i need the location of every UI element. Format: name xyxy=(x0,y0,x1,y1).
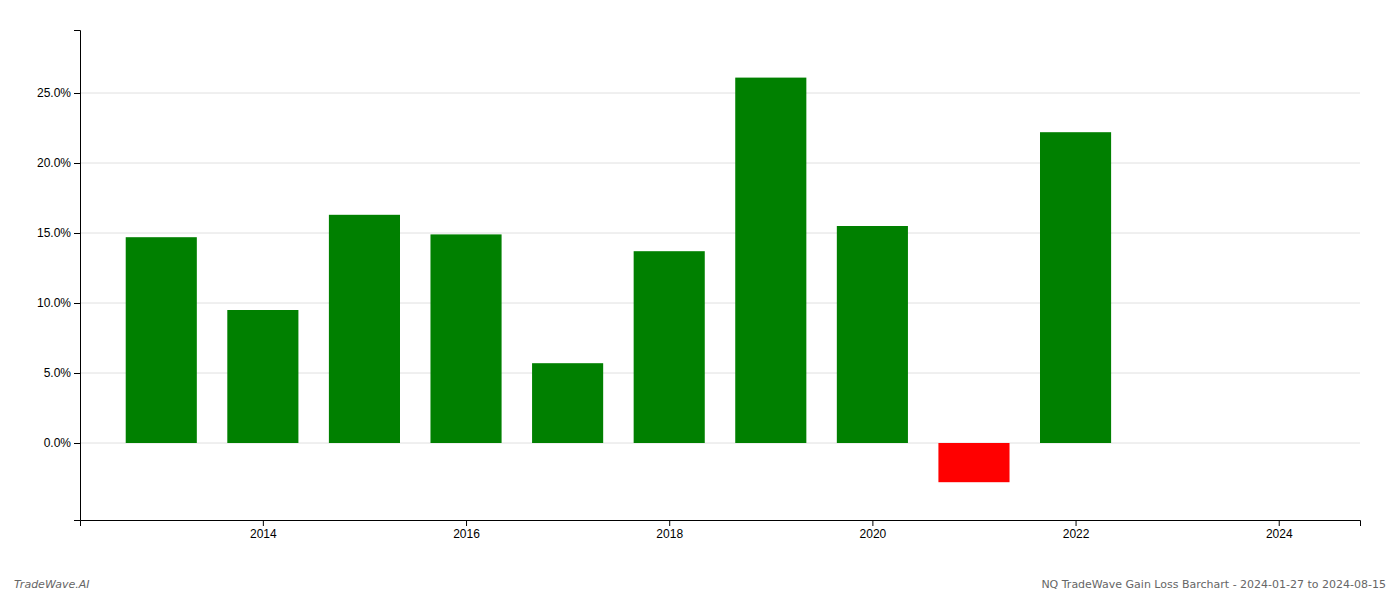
y-axis: 0.0% 5.0% 10.0% 15.0% 20.0% 25.0% xyxy=(37,31,81,521)
x-tick-mark xyxy=(263,520,264,526)
footer-right: NQ TradeWave Gain Loss Barchart - 2024-0… xyxy=(1041,578,1386,591)
y-tick-mark xyxy=(74,163,80,164)
y-axis-line xyxy=(74,31,81,521)
y-tick-mark xyxy=(74,373,80,374)
y-tick: 15.0% xyxy=(37,226,80,240)
x-tick: 2014 xyxy=(250,520,277,541)
grid-line xyxy=(80,93,1360,94)
y-tick-mark xyxy=(74,443,80,444)
bar xyxy=(735,78,806,443)
y-tick-label: 15.0% xyxy=(37,226,71,240)
footer: TradeWave.AI NQ TradeWave Gain Loss Barch… xyxy=(14,578,1386,591)
x-tick-mark xyxy=(466,520,467,526)
y-tick: 10.0% xyxy=(37,296,80,310)
x-tick: 2016 xyxy=(453,520,480,541)
y-tick: 0.0% xyxy=(44,436,80,450)
grid xyxy=(80,93,1360,443)
x-axis-line xyxy=(81,521,1361,527)
bar xyxy=(634,251,705,443)
x-tick-label: 2016 xyxy=(453,527,480,541)
x-tick-mark xyxy=(872,520,873,526)
x-tick-label: 2022 xyxy=(1063,527,1090,541)
x-tick-label: 2014 xyxy=(250,527,277,541)
y-tick-mark xyxy=(74,233,80,234)
x-tick-mark xyxy=(669,520,670,526)
y-tick-label: 10.0% xyxy=(37,296,71,310)
y-tick-label: 20.0% xyxy=(37,156,71,170)
grid-line xyxy=(80,163,1360,164)
x-tick-mark xyxy=(1076,520,1077,526)
bar xyxy=(532,363,603,443)
y-tick-label: 5.0% xyxy=(44,366,72,380)
x-tick: 2022 xyxy=(1063,520,1090,541)
x-tick-label: 2020 xyxy=(860,527,887,541)
chart: 2014 2016 2018 2020 2022 2024 0.0% 5.0% 10.0% 15.… xyxy=(0,0,1400,600)
footer-left: TradeWave.AI xyxy=(14,578,89,591)
x-tick: 2018 xyxy=(656,520,683,541)
bar xyxy=(430,234,501,443)
bar xyxy=(837,226,908,443)
y-tick-mark xyxy=(74,303,80,304)
y-tick-mark xyxy=(74,93,80,94)
y-tick-label: 25.0% xyxy=(37,86,71,100)
y-tick: 25.0% xyxy=(37,86,80,100)
bar xyxy=(1040,132,1111,443)
grid-line xyxy=(80,233,1360,234)
bar xyxy=(329,215,400,443)
y-tick-label: 0.0% xyxy=(44,436,72,450)
grid-line xyxy=(80,303,1360,304)
x-tick-label: 2024 xyxy=(1266,527,1293,541)
plot-area xyxy=(126,78,1111,483)
y-tick: 20.0% xyxy=(37,156,80,170)
bar xyxy=(227,310,298,443)
x-tick-mark xyxy=(1279,520,1280,526)
x-tick: 2020 xyxy=(860,520,887,541)
bar xyxy=(126,237,197,443)
x-tick: 2024 xyxy=(1266,520,1293,541)
y-tick: 5.0% xyxy=(44,366,80,380)
x-axis: 2014 2016 2018 2020 2022 2024 xyxy=(81,520,1361,541)
bar xyxy=(938,443,1009,482)
x-tick-label: 2018 xyxy=(656,527,683,541)
